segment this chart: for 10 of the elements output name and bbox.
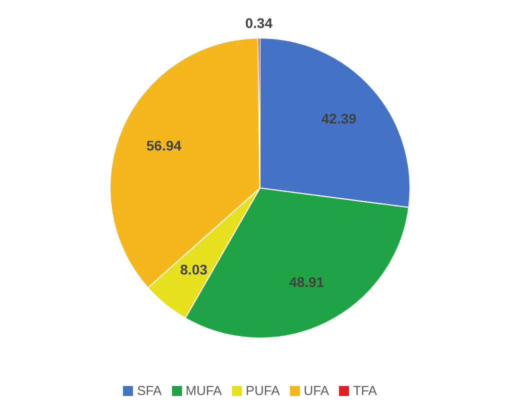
legend-label: SFA: [137, 383, 162, 398]
data-label: 8.03: [180, 261, 208, 278]
legend-label: MUFA: [186, 383, 222, 398]
data-label: 0.34: [245, 15, 273, 32]
data-label: 42.39: [321, 110, 357, 127]
legend-label: TFA: [353, 383, 377, 398]
data-label: 48.91: [289, 274, 324, 290]
data-label: 56.94: [146, 138, 182, 154]
legend-label: PUFA: [246, 383, 280, 398]
legend-label: UFA: [304, 383, 330, 398]
